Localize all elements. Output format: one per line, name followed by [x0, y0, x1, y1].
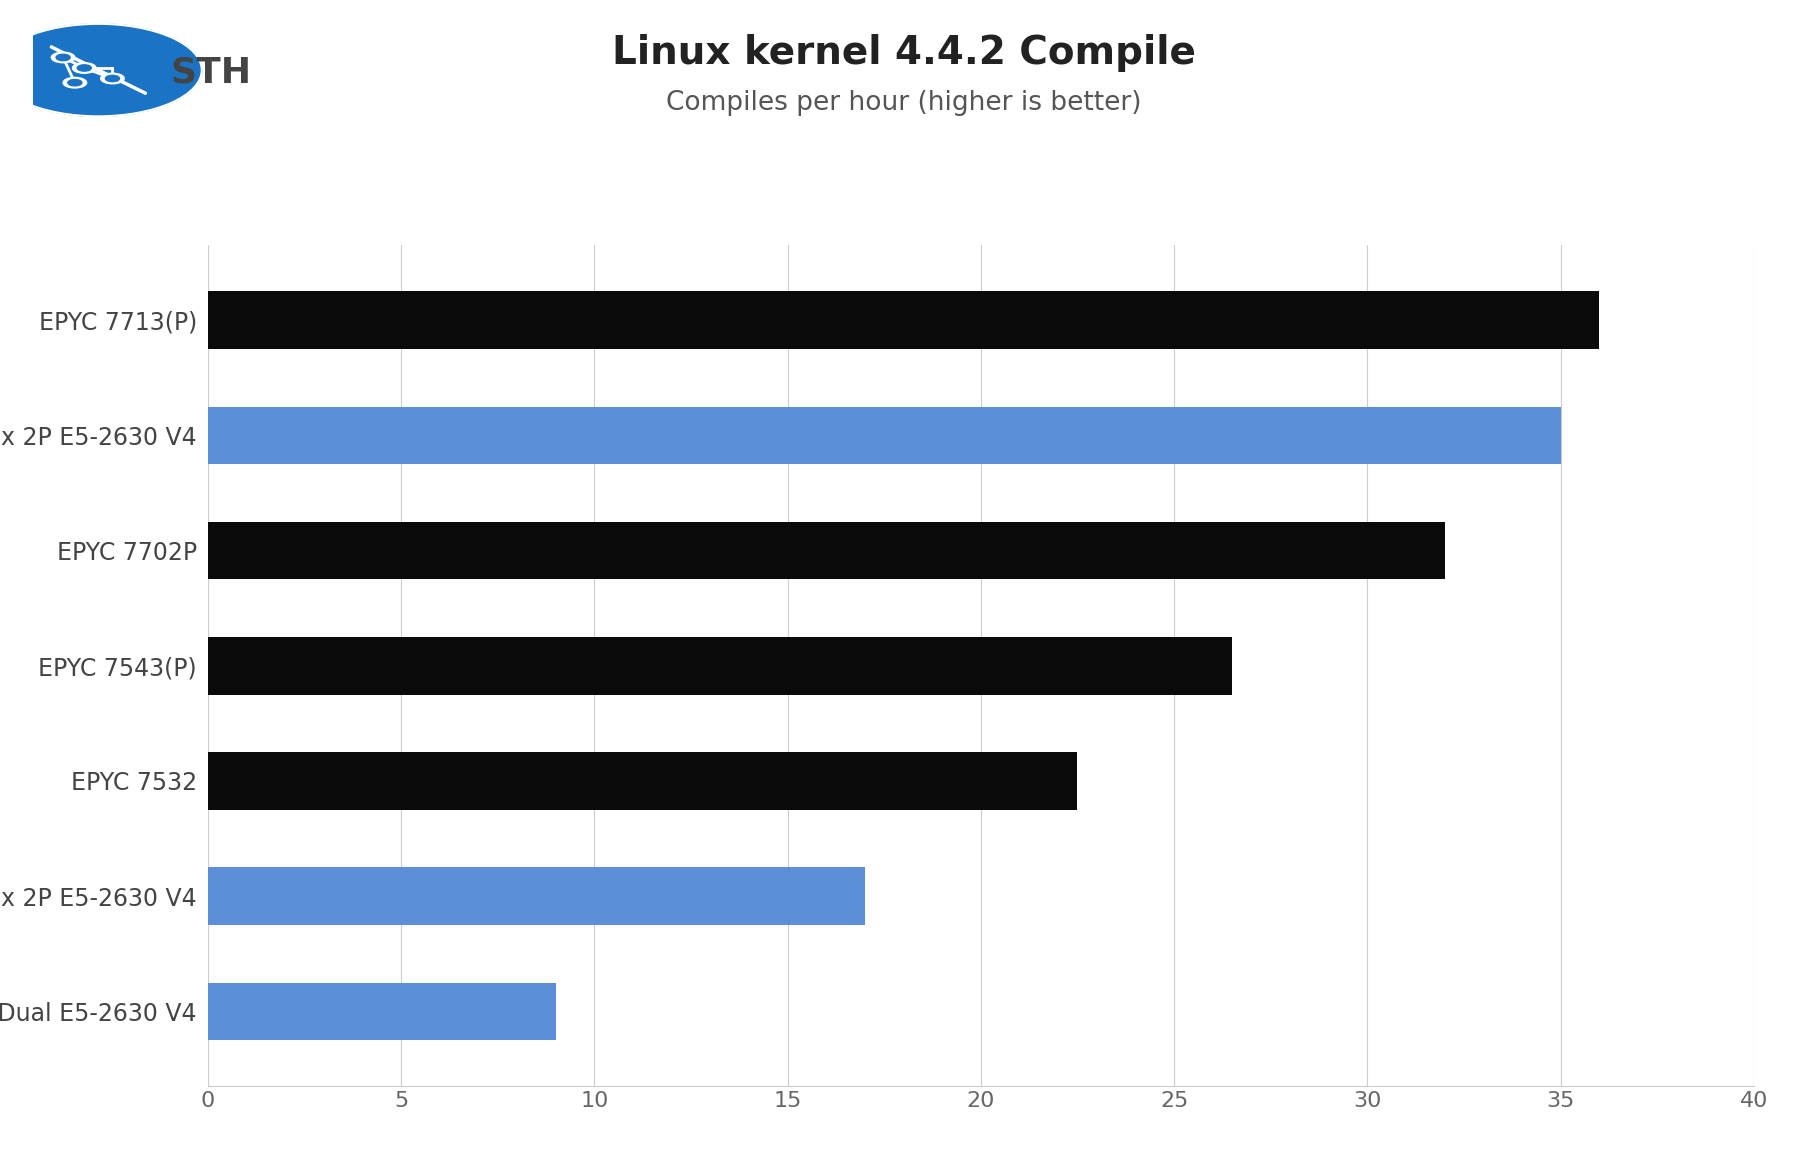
Bar: [208, 522, 1444, 579]
Bar: [208, 406, 1559, 464]
Bar: [208, 752, 1077, 809]
Circle shape: [0, 23, 202, 117]
Text: STH: STH: [170, 55, 251, 89]
Bar: [208, 868, 864, 925]
Text: Compiles per hour (higher is better): Compiles per hour (higher is better): [667, 90, 1140, 116]
Circle shape: [56, 54, 70, 61]
Circle shape: [63, 77, 87, 88]
Circle shape: [101, 74, 125, 84]
Circle shape: [105, 75, 119, 82]
Bar: [208, 291, 1599, 349]
Circle shape: [72, 63, 96, 74]
Text: Linux kernel 4.4.2 Compile: Linux kernel 4.4.2 Compile: [613, 34, 1194, 71]
Circle shape: [51, 53, 74, 63]
Circle shape: [78, 64, 90, 71]
Bar: [208, 637, 1231, 695]
Bar: [208, 982, 555, 1041]
Circle shape: [69, 79, 81, 86]
